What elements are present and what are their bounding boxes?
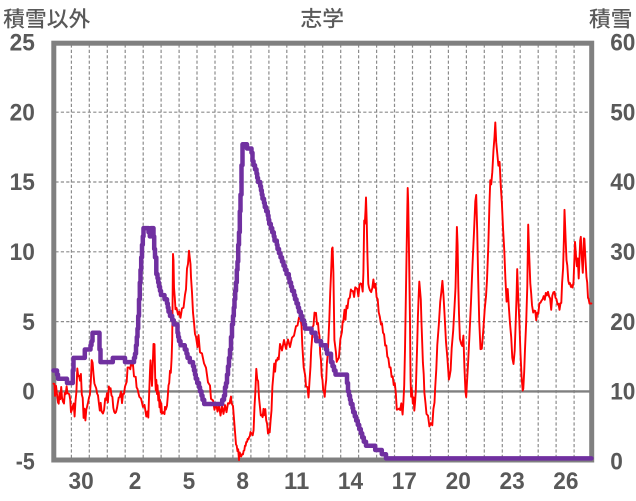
svg-text:26: 26 [553, 468, 578, 495]
svg-text:0: 0 [22, 379, 35, 406]
svg-text:50: 50 [610, 99, 635, 126]
svg-text:17: 17 [392, 468, 417, 495]
svg-text:10: 10 [10, 239, 35, 266]
svg-text:8: 8 [236, 468, 249, 495]
svg-text:20: 20 [10, 99, 35, 126]
svg-text:60: 60 [610, 30, 635, 57]
svg-text:5: 5 [183, 468, 196, 495]
svg-text:15: 15 [10, 169, 35, 196]
svg-text:11: 11 [284, 468, 309, 495]
svg-text:23: 23 [500, 468, 525, 495]
svg-text:20: 20 [446, 468, 471, 495]
svg-text:20: 20 [610, 309, 635, 336]
svg-text:2: 2 [129, 468, 142, 495]
svg-text:0: 0 [610, 448, 623, 475]
svg-text:30: 30 [610, 239, 635, 266]
svg-text:25: 25 [10, 30, 35, 57]
svg-text:5: 5 [22, 309, 35, 336]
svg-text:30: 30 [69, 468, 94, 495]
svg-text:40: 40 [610, 169, 635, 196]
svg-text:10: 10 [610, 379, 635, 406]
svg-text:-5: -5 [16, 448, 35, 475]
svg-text:14: 14 [338, 468, 364, 495]
